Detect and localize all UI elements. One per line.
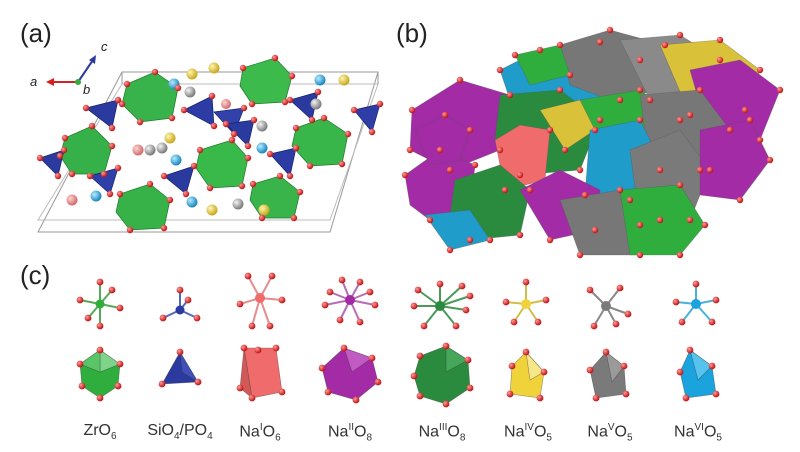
panel-c-label: (c) [20, 260, 51, 290]
na3-polyhedron [413, 345, 471, 405]
caption-na5o5: NaVO5 [587, 422, 633, 444]
zro6-polyhedron [79, 349, 121, 399]
axis-indicator [46, 55, 96, 86]
panel-a-structure [36, 54, 384, 234]
na6-polyhedron [679, 349, 717, 399]
caption-sio4-po4: SiO4/PO4 [147, 422, 213, 443]
na1-polyhedron [239, 347, 283, 399]
oxygen-atoms-b [401, 26, 784, 259]
unit-cell-outline [37, 71, 379, 233]
caption-na3o8: NaIIIO8 [418, 422, 466, 444]
axis-b-label: b [83, 82, 91, 97]
na3-ball-stick [414, 284, 471, 327]
coordination-ball-stick-row [79, 275, 717, 327]
caption-na4o5: NaIVO5 [504, 422, 552, 444]
zro6-octahedra [59, 57, 349, 231]
caption-na6o5: NaVIO5 [674, 422, 722, 444]
caption-na2o8: NaIIO8 [327, 422, 373, 444]
na5-polyhedron [589, 351, 627, 399]
sio4-ball-stick [162, 290, 198, 319]
na2-ball-stick [324, 279, 376, 323]
oxygen-atoms-c1 [76, 272, 720, 330]
na4-ball-stick [505, 282, 547, 323]
panel-b-structure [404, 29, 781, 256]
oxygen-atoms-a [36, 54, 384, 234]
na-atoms [66, 62, 350, 216]
axis-c-label: c [101, 39, 108, 54]
oxygen-atoms-c2 [76, 342, 720, 408]
axis-a-label: a [30, 74, 38, 89]
coordination-polyhedra-row [79, 345, 717, 405]
sio4-polyhedron [161, 351, 199, 385]
na5-ball-stick [589, 287, 629, 327]
caption-na1o6: NaIO6 [239, 422, 281, 444]
panel-a-label: (a) [20, 18, 52, 48]
panel-b-label: (b) [396, 18, 428, 48]
caption-zro6: ZrO6 [83, 422, 117, 443]
na1-ball-stick [239, 275, 283, 327]
na6-ball-stick [675, 284, 717, 323]
na4-polyhedron [509, 351, 545, 399]
